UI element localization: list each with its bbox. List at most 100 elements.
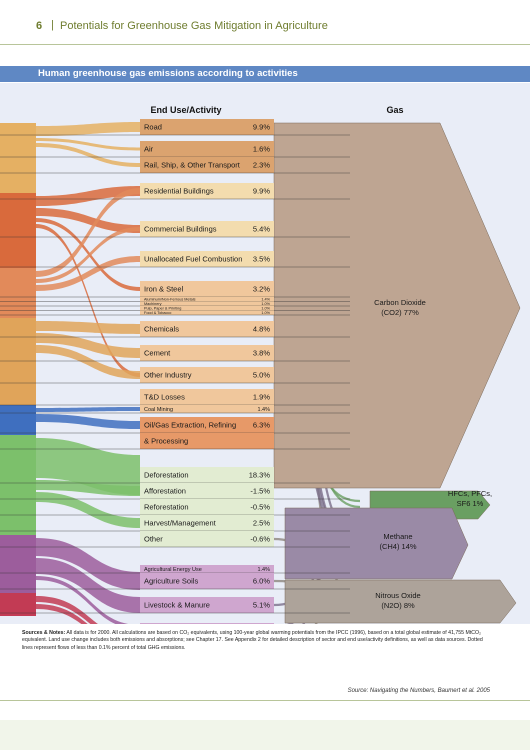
flow-band-15 — [36, 438, 140, 495]
end-use-label-16: Oil/Gas Extraction, Refining — [144, 421, 236, 430]
gas-layer: Carbon Dioxide(CO2) 77% HFCs, PFCs,SF6 1%… — [273, 122, 521, 624]
flow-band-17 — [36, 492, 140, 528]
end-use-row-0 — [140, 119, 274, 135]
sector-bar-agriculture — [0, 535, 36, 593]
end-use-row-11 — [140, 321, 274, 337]
gas-name-2: Methane — [383, 532, 412, 541]
flow-band-16 — [36, 480, 140, 496]
end-use-label-0: Road — [144, 123, 162, 132]
end-use-row-4 — [140, 221, 274, 237]
header-separator: | — [51, 19, 54, 31]
page-header: 6 | Potentials for Greenhouse Gas Mitiga… — [0, 0, 530, 60]
flow-band-10 — [36, 321, 140, 334]
end-use-label-9: Pulp, Paper & Printing — [144, 307, 181, 311]
end-use-label-14: T&D Losses — [144, 393, 185, 402]
end-use-row-10 — [140, 310, 274, 315]
gas-name-3: Nitrous Oxide — [375, 591, 420, 600]
end-use-label-5: Unallocated Fuel Combustion — [144, 255, 242, 264]
figure-title: Human greenhouse gas emissions according… — [38, 68, 298, 79]
end-use-label-25: Livestock & Manure — [144, 601, 210, 610]
end-use-label-19: Afforestation — [144, 487, 186, 496]
end-use-value-6: 3.2% — [253, 285, 270, 294]
end-use-row-22 — [140, 531, 274, 547]
flow-layer — [0, 122, 361, 652]
sector-bar-industrial — [0, 318, 36, 405]
end-use-row-5 — [140, 251, 274, 267]
end-use-label-23: Agricultural Energy Use — [144, 567, 202, 573]
end-use-value-9: 1.0% — [261, 307, 270, 311]
end-use-value-22: -0.6% — [250, 535, 270, 544]
sankey-svg: Carbon Dioxide(CO2) 77% HFCs, PFCs,SF6 1%… — [0, 105, 521, 654]
end-use-label-12: Cement — [144, 349, 171, 358]
flow-band-0 — [36, 122, 140, 136]
end-use-label-3: Residential Buildings — [144, 187, 214, 196]
page-number: 6 — [36, 20, 43, 32]
flow-band-11 — [36, 333, 140, 358]
flow-band-12 — [36, 345, 140, 379]
footer-rule — [0, 700, 530, 701]
gas-name-1: HFCs, PFCs, — [448, 489, 492, 498]
end-use-label-10: Food & Tobacco — [144, 311, 171, 315]
gas-share-0: (CO2) 77% — [381, 308, 419, 317]
end-use-value-0: 9.9% — [253, 123, 270, 132]
end-use-row-18 — [140, 467, 274, 483]
sector-bar-fugitive — [0, 405, 36, 435]
notes-text: All data is for 2000. All calculations a… — [22, 630, 483, 651]
figure-title-band: Human greenhouse gas emissions according… — [0, 66, 530, 82]
end-use-row-15 — [140, 405, 274, 413]
end-use-row-3 — [140, 183, 274, 199]
end-use-value-1: 1.6% — [253, 145, 270, 154]
end-use-row-19 — [140, 483, 274, 499]
end-use-row-9 — [140, 306, 274, 311]
end-use-label-4: Commercial Buildings — [144, 225, 217, 234]
end-use-value-14: 1.9% — [253, 393, 270, 402]
end-use-row-6 — [140, 281, 274, 297]
footer-band — [0, 720, 530, 750]
end-use-label-13: Other Industry — [144, 371, 192, 380]
gas-arrow-2 — [284, 507, 469, 580]
sources-notes: Sources & Notes: All data is for 2000. A… — [22, 630, 492, 652]
end-use-row-24 — [140, 573, 274, 589]
flow-band-9 — [36, 256, 140, 291]
end-use-row-23 — [140, 565, 274, 573]
flow-band-7 — [36, 188, 140, 277]
end-use-label-8: Machinery — [144, 302, 162, 306]
column-titles: End Use/Activity Gas — [150, 105, 403, 115]
end-use-label-22: Other — [144, 535, 163, 544]
end-use-value-23: 1.4% — [257, 567, 270, 573]
end-use-row-8 — [140, 301, 274, 306]
flow-band-3 — [36, 186, 140, 206]
end-use-column-title: End Use/Activity — [150, 105, 221, 115]
end-use-value-2: 2.3% — [253, 161, 270, 170]
end-use-value-7: 1.4% — [261, 298, 270, 302]
end-use-row-12 — [140, 345, 274, 361]
end-use-value-8: 1.0% — [261, 302, 270, 306]
end-use-value-15: 1.4% — [257, 407, 270, 413]
end-use-value-25: 5.1% — [253, 601, 270, 610]
source-credit: Source: Navigating the Numbers, Baumert … — [347, 688, 490, 694]
end-use-row-1 — [140, 141, 274, 157]
end-use-label-2: Rail, Ship, & Other Transport — [144, 161, 241, 170]
end-use-value-20: -0.5% — [250, 503, 270, 512]
flow-band-4 — [36, 208, 140, 233]
flow-band-21 — [36, 596, 140, 645]
sector-bar-waste — [0, 593, 36, 616]
end-use-value-21: 2.5% — [253, 519, 270, 528]
sector-bar-electricity_heat — [0, 193, 36, 268]
flow-band-2 — [36, 143, 140, 167]
end-use-row-13 — [140, 367, 274, 383]
end-use-value-19: -1.5% — [250, 487, 270, 496]
end-use-row-2 — [140, 157, 274, 173]
end-use-value-5: 3.5% — [253, 255, 270, 264]
end-use-row-16 — [140, 417, 274, 433]
header-rule — [0, 44, 530, 45]
flow-band-20 — [36, 576, 140, 629]
end-use-label-6: Iron & Steel — [144, 285, 184, 294]
gas-arrow-3 — [284, 579, 517, 624]
end-use-value-11: 4.8% — [253, 325, 270, 334]
end-use-label-7: Aluminum/Non-Ferrous Metals — [144, 298, 196, 302]
flow-band-13 — [36, 407, 140, 412]
end-use-label-20: Reforestation — [144, 503, 189, 512]
gas-share-1: SF6 1% — [457, 499, 484, 508]
end-use-value-3: 9.9% — [253, 187, 270, 196]
